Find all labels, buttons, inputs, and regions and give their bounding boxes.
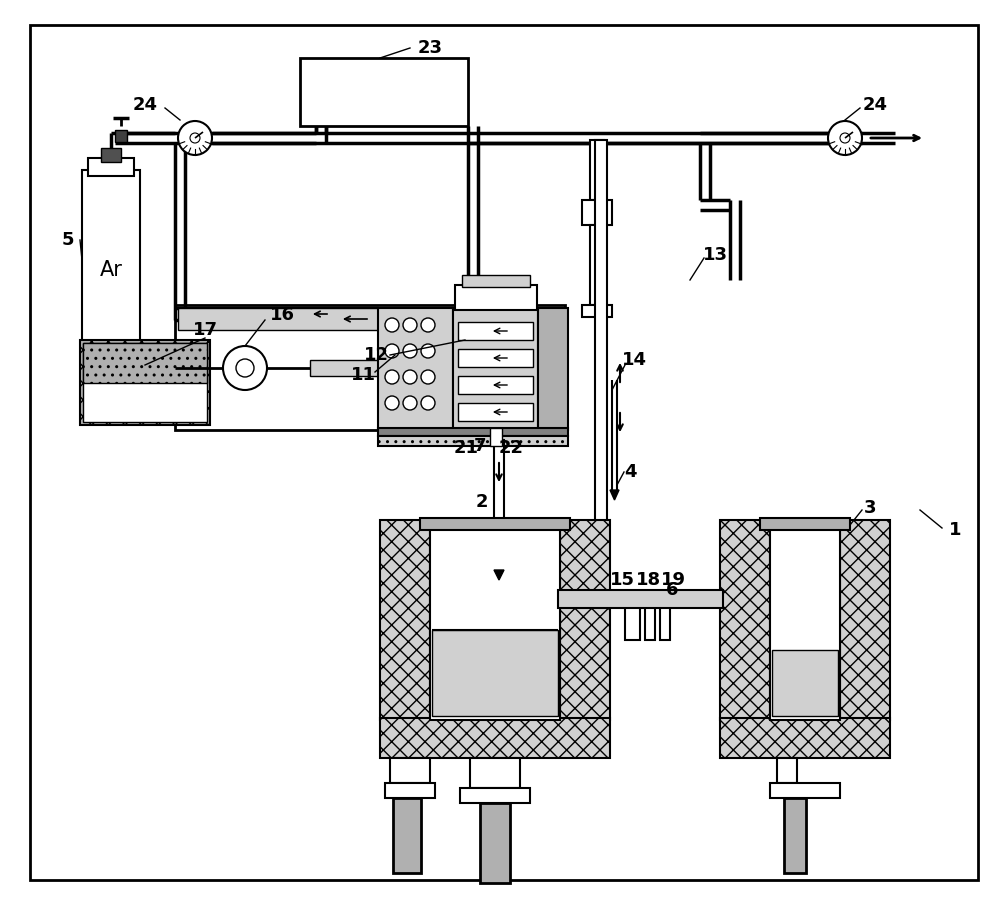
Bar bbox=[558, 590, 723, 608]
Bar bbox=[720, 520, 770, 720]
Bar bbox=[453, 308, 538, 430]
Bar bbox=[494, 440, 504, 570]
Circle shape bbox=[828, 121, 862, 155]
Bar bbox=[430, 525, 560, 720]
Text: 4: 4 bbox=[624, 463, 636, 481]
Bar bbox=[458, 349, 533, 367]
Bar bbox=[720, 718, 890, 758]
Circle shape bbox=[385, 344, 399, 358]
Bar bbox=[582, 305, 612, 317]
Bar bbox=[770, 783, 840, 798]
Bar bbox=[385, 783, 435, 798]
Bar bbox=[777, 758, 797, 783]
Text: 5: 5 bbox=[62, 231, 74, 249]
Text: 15: 15 bbox=[610, 571, 635, 589]
Text: 22: 22 bbox=[498, 439, 524, 457]
Text: 17: 17 bbox=[192, 321, 218, 339]
Circle shape bbox=[421, 344, 435, 358]
Text: 7: 7 bbox=[474, 437, 486, 455]
Text: 19: 19 bbox=[660, 571, 686, 589]
Bar bbox=[760, 518, 850, 530]
Text: 2: 2 bbox=[476, 493, 488, 511]
Circle shape bbox=[403, 396, 417, 410]
Circle shape bbox=[421, 370, 435, 384]
Text: 16: 16 bbox=[270, 306, 294, 324]
Circle shape bbox=[385, 370, 399, 384]
Text: 18: 18 bbox=[635, 571, 661, 589]
Bar bbox=[82, 170, 140, 365]
Circle shape bbox=[403, 344, 417, 358]
Circle shape bbox=[385, 396, 399, 410]
Bar bbox=[420, 518, 570, 530]
Circle shape bbox=[385, 318, 399, 332]
Bar bbox=[460, 788, 530, 803]
Bar bbox=[490, 428, 502, 446]
Bar bbox=[115, 130, 127, 142]
Text: 13: 13 bbox=[702, 246, 728, 264]
Bar bbox=[380, 718, 610, 758]
Text: 6: 6 bbox=[666, 581, 678, 599]
Bar bbox=[300, 58, 468, 126]
Bar bbox=[462, 275, 530, 287]
Bar bbox=[538, 308, 568, 430]
Bar bbox=[645, 595, 655, 640]
Circle shape bbox=[403, 318, 417, 332]
Bar bbox=[380, 520, 430, 720]
Bar bbox=[458, 376, 533, 394]
Bar bbox=[582, 200, 612, 225]
Bar bbox=[378, 308, 453, 430]
Bar bbox=[178, 308, 562, 330]
Circle shape bbox=[178, 121, 212, 155]
Bar bbox=[83, 343, 207, 383]
Circle shape bbox=[421, 396, 435, 410]
Bar bbox=[378, 428, 568, 436]
Bar bbox=[432, 630, 558, 716]
Bar bbox=[772, 650, 838, 716]
Bar bbox=[784, 798, 806, 873]
Text: 23: 23 bbox=[418, 39, 442, 57]
Bar bbox=[101, 148, 121, 162]
Text: 24: 24 bbox=[862, 96, 888, 114]
Bar bbox=[770, 525, 840, 720]
Bar bbox=[625, 595, 640, 640]
Bar bbox=[480, 803, 510, 883]
Text: 24: 24 bbox=[132, 96, 158, 114]
Bar bbox=[840, 520, 890, 720]
Bar bbox=[458, 322, 533, 340]
Bar bbox=[455, 285, 537, 310]
Bar bbox=[378, 436, 568, 446]
Circle shape bbox=[403, 370, 417, 384]
Text: 21: 21 bbox=[454, 439, 479, 457]
Bar bbox=[660, 595, 670, 640]
Text: 12: 12 bbox=[364, 346, 388, 364]
Bar bbox=[393, 798, 421, 873]
Circle shape bbox=[223, 346, 267, 390]
Bar bbox=[590, 225, 604, 305]
Bar bbox=[83, 343, 207, 422]
Text: 11: 11 bbox=[351, 366, 376, 384]
Bar bbox=[590, 140, 604, 200]
Bar bbox=[595, 140, 607, 570]
Text: 3: 3 bbox=[864, 499, 876, 517]
Polygon shape bbox=[494, 570, 504, 580]
Bar bbox=[88, 158, 134, 176]
Circle shape bbox=[236, 359, 254, 377]
Polygon shape bbox=[610, 490, 619, 500]
Text: 1: 1 bbox=[949, 521, 961, 539]
Bar bbox=[470, 758, 520, 788]
Bar bbox=[80, 340, 210, 425]
Bar bbox=[175, 305, 565, 430]
Text: Ar: Ar bbox=[100, 260, 122, 280]
Bar bbox=[560, 520, 610, 720]
Circle shape bbox=[421, 318, 435, 332]
Bar bbox=[458, 403, 533, 421]
Text: 14: 14 bbox=[622, 351, 646, 369]
Bar bbox=[310, 360, 380, 376]
Bar bbox=[390, 758, 430, 783]
